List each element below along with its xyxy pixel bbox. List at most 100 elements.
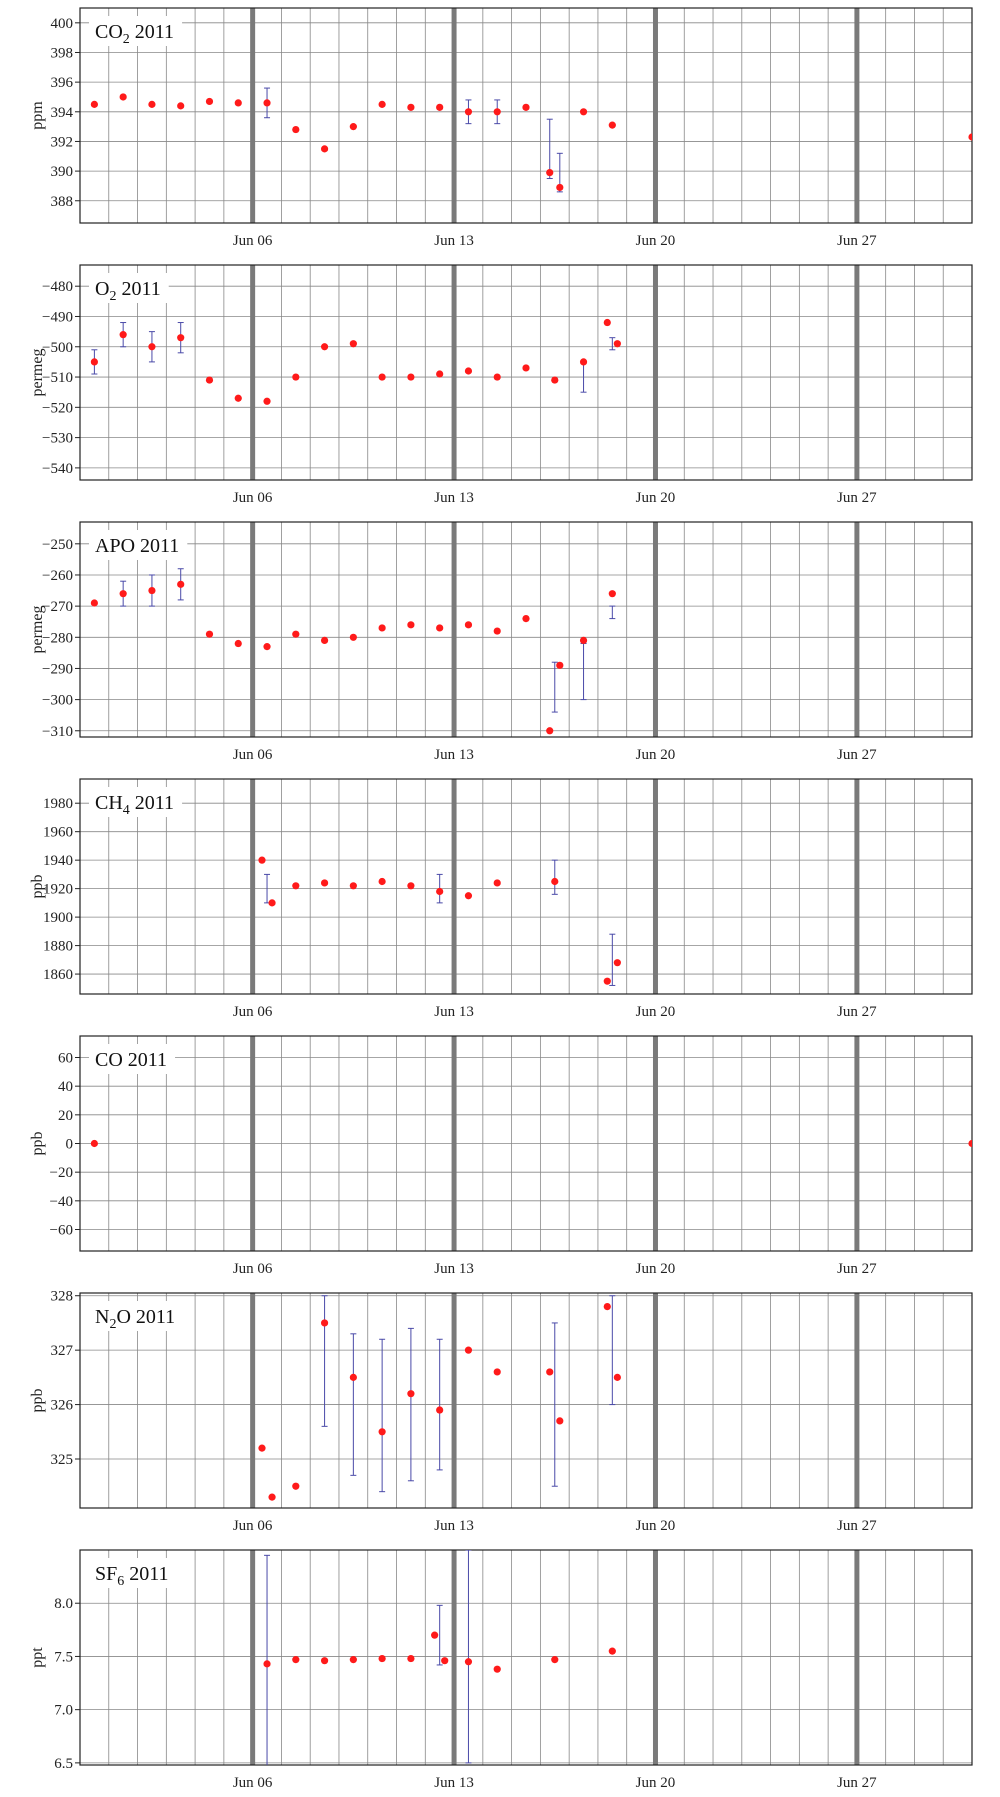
data-point	[968, 133, 972, 141]
data-point	[613, 1373, 621, 1381]
x-tick-label: Jun 06	[233, 747, 273, 763]
panel-title-main: CO	[95, 21, 123, 43]
y-tick-label: 1900	[43, 910, 73, 926]
x-tick-label: Jun 20	[636, 747, 676, 763]
data-point	[205, 97, 214, 106]
data-point	[268, 899, 276, 907]
data-point	[556, 1417, 564, 1425]
panel-title-rest: 2011	[130, 21, 174, 43]
y-tick-label: −520	[42, 400, 73, 416]
panel-title-sub: 6	[117, 1574, 124, 1589]
data-point	[320, 1319, 329, 1327]
data-point	[546, 1368, 554, 1376]
data-point	[90, 599, 98, 607]
data-point	[551, 1656, 559, 1664]
data-point	[613, 340, 621, 348]
panel-title-background	[89, 1301, 184, 1331]
data-point	[263, 99, 271, 107]
y-axis-label: permeg	[29, 606, 46, 654]
y-tick-label: −530	[42, 431, 73, 447]
plot-frame	[79, 521, 973, 738]
data-point	[349, 633, 357, 641]
y-axis-label: permeg	[29, 349, 46, 397]
y-tick-label: −480	[42, 279, 73, 295]
panel-title: O2 2011	[95, 278, 161, 304]
y-tick-label: 1940	[43, 853, 73, 869]
data-point	[349, 1373, 357, 1381]
y-tick-label: 0	[66, 1137, 74, 1153]
n2o-panel: 325 326 327 328 Jun 06 Jun 13 Jun 20 Jun 27 ppb N…	[29, 1289, 973, 1534]
x-tick-label: Jun 27	[837, 233, 877, 249]
data-point	[292, 125, 300, 134]
o2-panel: −540 −530 −520 −510 −500 −490 −480 Jun 06 Jun 13…	[29, 264, 973, 506]
y-tick-label: −280	[42, 630, 73, 646]
data-point	[522, 614, 530, 623]
y-tick-label: 396	[51, 75, 74, 91]
data-point	[349, 340, 357, 348]
panel-title-rest: 2011	[130, 792, 174, 814]
data-point	[268, 1493, 276, 1501]
panel-title-background	[89, 1558, 177, 1588]
x-tick-label: Jun 27	[837, 1261, 877, 1277]
plot-frame	[79, 1549, 973, 1766]
y-tick-label: −540	[42, 461, 73, 477]
data-point	[493, 373, 501, 381]
data-point	[263, 643, 271, 651]
data-point	[177, 580, 185, 588]
panel-title: APO 2011	[95, 535, 179, 557]
data-point	[148, 100, 156, 108]
x-tick-label: Jun 20	[636, 1261, 676, 1277]
data-point	[407, 621, 415, 629]
x-tick-label: Jun 06	[233, 1518, 273, 1534]
panel-title-main: O	[95, 278, 109, 300]
data-point	[613, 959, 621, 967]
x-tick-label: Jun 27	[837, 747, 877, 763]
panel-title-background	[89, 16, 183, 46]
data-point	[292, 373, 300, 381]
data-point	[436, 103, 444, 111]
x-tick-label: Jun 27	[837, 1775, 877, 1791]
data-point	[522, 364, 530, 372]
y-tick-label: 40	[58, 1079, 73, 1095]
plot-frame	[79, 264, 973, 481]
plot-background	[80, 8, 972, 223]
data-point	[441, 1657, 449, 1665]
data-point	[148, 586, 156, 595]
data-point	[378, 373, 386, 381]
data-layer	[90, 568, 616, 735]
x-tick-label: Jun 27	[837, 490, 877, 506]
data-point	[493, 1368, 501, 1376]
data-point	[556, 183, 564, 192]
data-point	[320, 1657, 329, 1665]
data-point	[493, 627, 501, 635]
data-point	[464, 108, 473, 116]
plot-background	[80, 265, 972, 480]
panel-title: CO2 2011	[95, 21, 174, 47]
y-tick-label: 1880	[43, 939, 73, 955]
data-point	[263, 397, 271, 405]
y-tick-label: −500	[42, 340, 73, 356]
data-point	[431, 1631, 439, 1639]
data-point	[90, 358, 98, 366]
data-point	[546, 727, 554, 735]
data-point	[320, 636, 329, 645]
y-tick-label: −300	[42, 693, 73, 709]
x-tick-label: Jun 06	[233, 1004, 273, 1020]
data-point	[263, 1660, 271, 1668]
plot-frame	[79, 7, 973, 224]
data-point	[378, 624, 386, 632]
co2-panel: 388 390 392 394 396 398 400 Jun 06 Jun 13 Jun 20 J…	[29, 7, 973, 249]
y-tick-label: −490	[42, 309, 73, 325]
data-point	[234, 639, 242, 648]
panel-title-sub: 2	[109, 289, 116, 304]
data-point	[292, 1482, 300, 1490]
plot-frame	[79, 778, 973, 995]
data-layer	[90, 87, 972, 193]
data-point	[234, 394, 242, 402]
x-tick-label: Jun 20	[636, 1775, 676, 1791]
x-tick-label: Jun 27	[837, 1004, 877, 1020]
y-tick-label: 8.0	[54, 1596, 73, 1612]
data-point	[493, 879, 501, 887]
y-tick-label: 392	[51, 134, 74, 150]
